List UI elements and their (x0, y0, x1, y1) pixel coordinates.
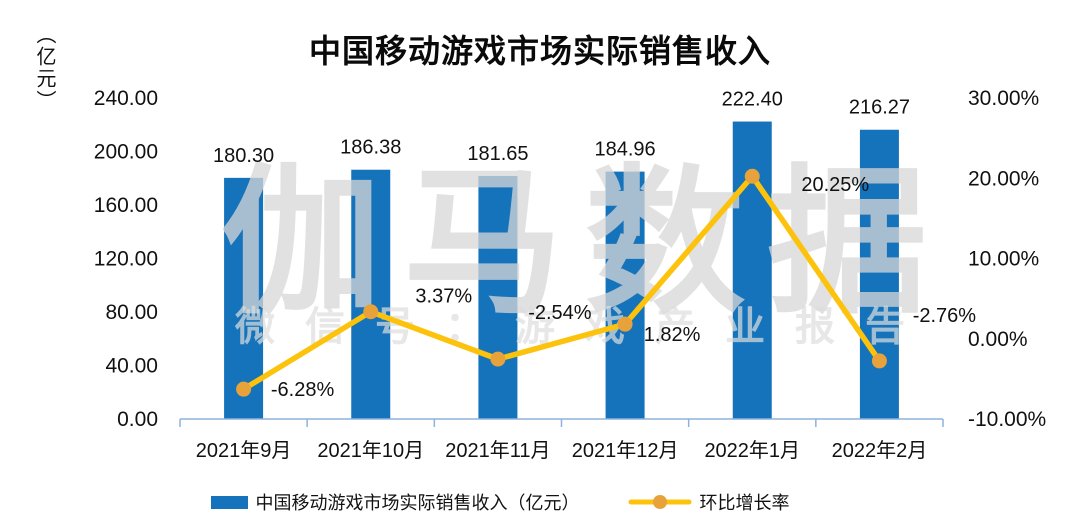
line-point-label: 3.37% (415, 286, 472, 308)
bar-value-label: 180.30 (213, 145, 274, 167)
x-axis-category-label: 2021年12月 (572, 439, 679, 462)
bar-value-label: 186.38 (340, 137, 401, 159)
line-layer: 180.30 186.38 181.65 184.96 222.40 216.27 -6.2… (213, 89, 976, 402)
bar (478, 176, 518, 419)
line-point (236, 381, 252, 397)
chart-title: 中国移动游戏市场实际销售收入 (308, 33, 771, 69)
bar-value-label: 222.40 (722, 89, 783, 111)
line-point (490, 351, 506, 367)
left-axis-tick-label: 240.00 (94, 87, 158, 110)
left-axis-tick-label: 160.00 (94, 194, 158, 217)
watermark-main: 伽马数据 (221, 153, 949, 332)
line-series-label: 环比增长率 (699, 493, 790, 513)
bar (605, 171, 645, 419)
right-axis-tick-label: 20.00% (968, 167, 1039, 190)
x-axis-category-label: 2021年11月 (445, 439, 550, 462)
right-axis-tick-label: -10.00% (968, 408, 1046, 431)
line-point-label: -6.28% (271, 379, 335, 401)
legend-item-revenue: 中国移动游戏市场实际销售收入（亿元） (210, 489, 580, 515)
line-point-label: 20.25% (801, 174, 869, 196)
x-axis-category-label: 2021年10月 (317, 439, 424, 462)
bar-value-label: 216.27 (849, 97, 910, 119)
left-axis-tick-label: 40.00 (105, 355, 158, 378)
bar (351, 169, 391, 419)
x-axis-category-label: 2021年9月 (196, 439, 292, 462)
legend: 中国移动游戏市场实际销售收入（亿元） 环比增长率 (0, 487, 1080, 517)
right-axis-tick-label: 30.00% (968, 87, 1039, 110)
legend-item-growth: 环比增长率 (628, 489, 790, 515)
bars-layer (224, 121, 899, 419)
line-point (363, 304, 379, 320)
bar-series-swatch (210, 495, 248, 509)
left-axis-tick-label: 0.00 (117, 408, 158, 431)
left-axis-tick-label: 80.00 (105, 301, 158, 324)
line-point-label: -2.54% (528, 302, 592, 324)
growth-line (240, 173, 883, 392)
x-axis-category-label: 2022年2月 (832, 439, 928, 462)
line-series-swatch (628, 495, 691, 509)
right-axis-tick-label: 10.00% (968, 248, 1039, 271)
left-axis-unit-label: （亿元） (33, 24, 55, 112)
right-axis-tick-label: 0.00% (968, 328, 1028, 351)
line-point (744, 168, 760, 184)
line-point-label: -2.76% (913, 305, 977, 327)
bar (859, 129, 899, 419)
bar-value-label: 184.96 (594, 139, 655, 161)
line-point (617, 316, 633, 332)
line-point (871, 353, 887, 369)
bar-series-label: 中国移动游戏市场实际销售收入（亿元） (255, 493, 580, 513)
x-axis-category-label: 2022年1月 (704, 439, 800, 462)
line-point-label: 1.82% (644, 324, 701, 346)
left-axis-tick-label: 200.00 (94, 141, 158, 164)
axis-layer: 2021年9月 2021年10月 2021年11月 2021年12月 2022年1月 20… (94, 87, 1046, 462)
left-axis-tick-label: 120.00 (94, 248, 158, 271)
bar-value-label: 181.65 (467, 143, 528, 165)
